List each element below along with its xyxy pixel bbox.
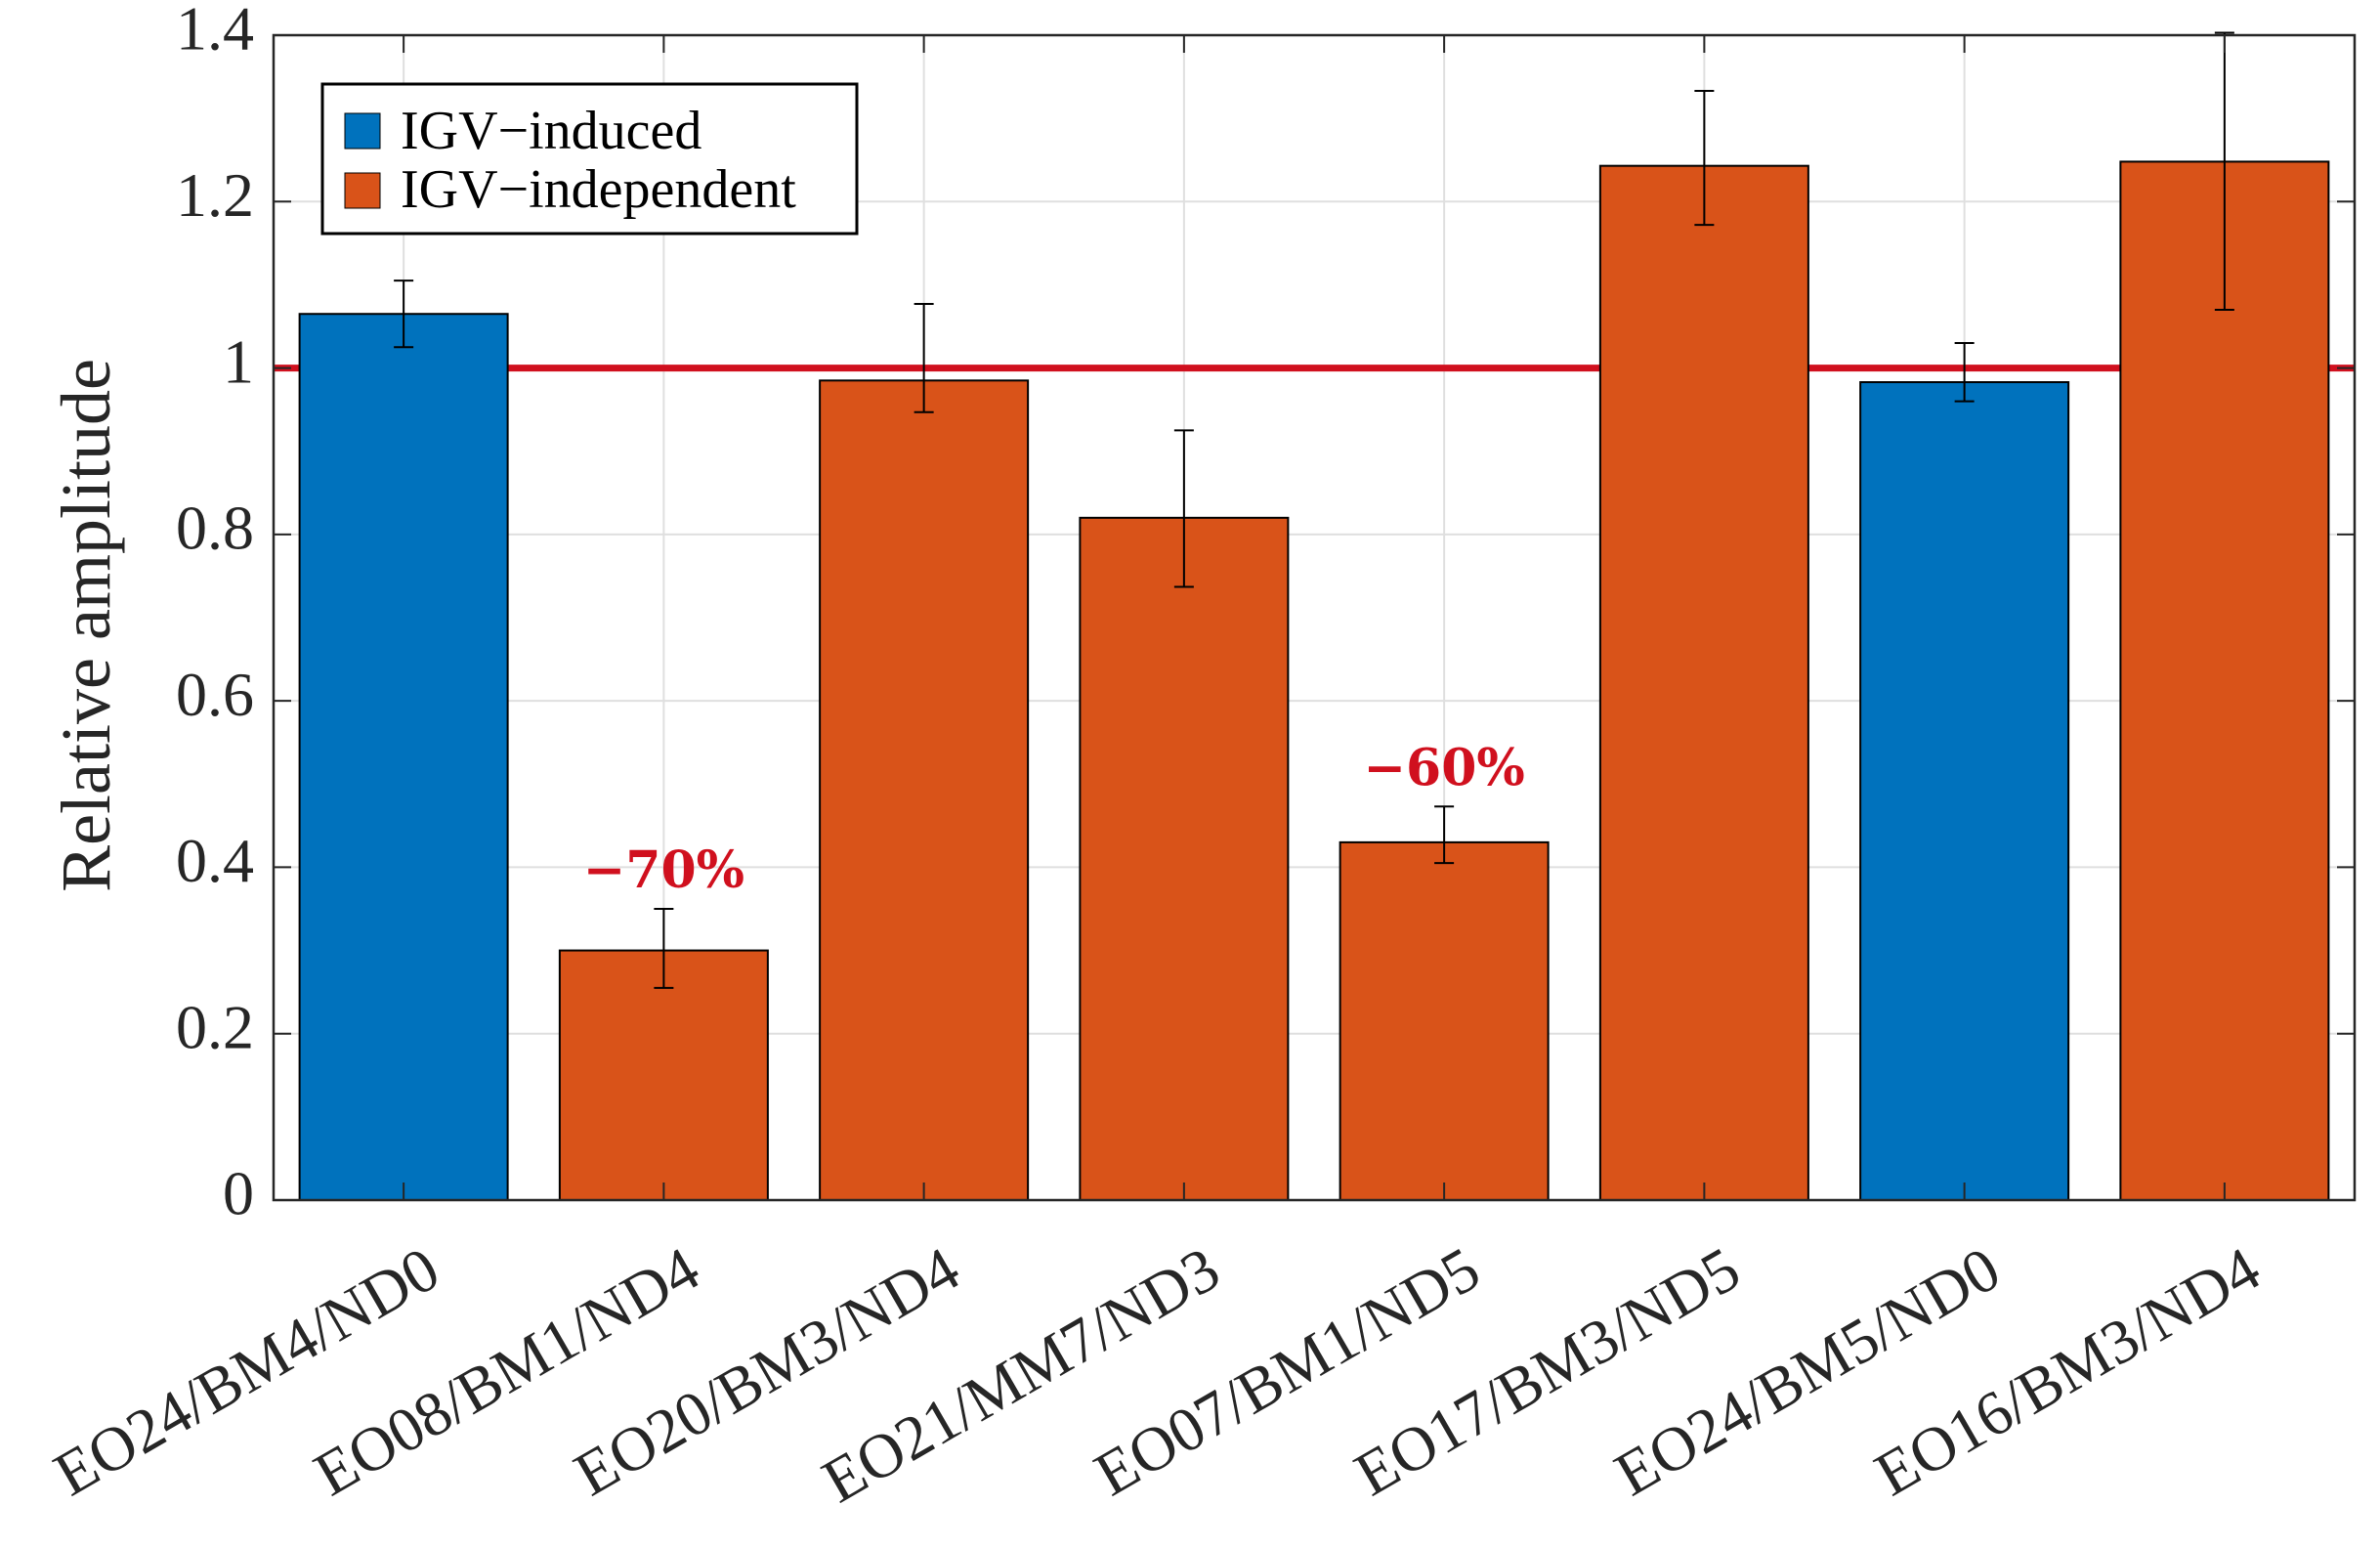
bar-igv-induced <box>298 313 509 1201</box>
y-tick-label: 1.4 <box>176 0 254 64</box>
legend-swatch-igv-independent <box>344 172 381 209</box>
annotation-label: −70% <box>583 840 744 900</box>
legend-box <box>320 82 859 236</box>
bar-igv-independent <box>1598 164 1809 1201</box>
y-tick-label: 0.4 <box>176 826 254 895</box>
y-tick-label: 0 <box>223 1159 254 1228</box>
legend: IGV−induced IGV−independent <box>320 82 859 236</box>
legend-label-igv-induced: IGV−induced <box>401 101 701 161</box>
annotations: −70% −60% <box>583 738 1525 900</box>
bar-igv-independent <box>1079 516 1290 1201</box>
y-axis-title: Relative amplitude <box>47 359 125 892</box>
bars <box>298 160 2330 1202</box>
bar-igv-independent <box>2119 160 2330 1202</box>
y-tick-label: 1.2 <box>176 160 254 230</box>
y-tick-label: 0.2 <box>176 992 254 1061</box>
y-tick-label: 0.8 <box>176 494 254 563</box>
bar-igv-independent <box>1339 840 1550 1202</box>
y-tick-label: 1 <box>223 326 254 396</box>
axes <box>272 33 2357 1202</box>
error-bars <box>394 31 2234 989</box>
axes-box <box>272 33 2357 1202</box>
legend-label-igv-independent: IGV−independent <box>401 159 796 220</box>
bar-igv-independent <box>558 949 769 1201</box>
legend-swatch-igv-induced <box>344 112 381 150</box>
y-tick-label: 0.6 <box>176 660 254 729</box>
bar-igv-induced <box>1859 381 2070 1201</box>
bar-igv-independent <box>819 379 1030 1202</box>
annotation-label: −60% <box>1363 738 1524 797</box>
